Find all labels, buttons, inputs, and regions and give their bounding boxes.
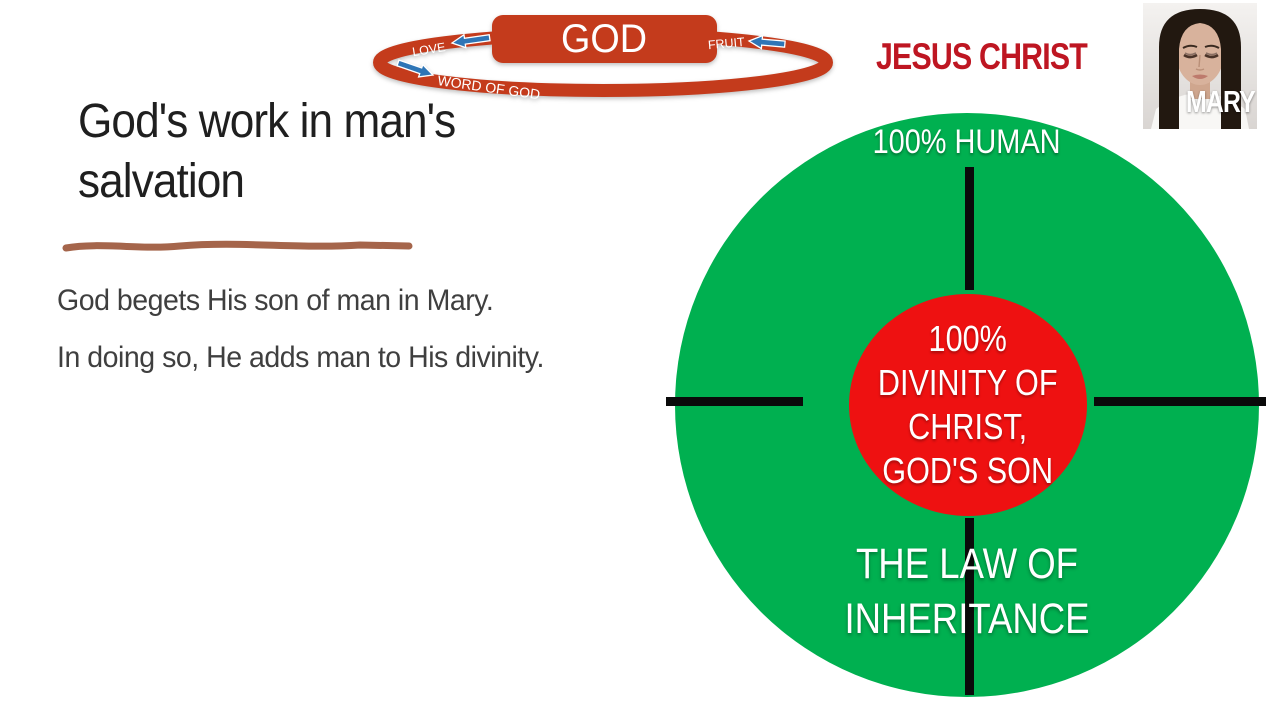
love-arrow-icon [450,33,491,49]
cross-line-top [965,167,974,290]
human-label: 100% HUMAN [675,123,1259,162]
god-box [492,15,717,63]
divinity-line-2: DIVINITY OF [878,362,1058,403]
law-of-inheritance-label: THE LAW OF INHERITANCE [675,537,1259,647]
human-label-text: 100% HUMAN [873,123,1061,161]
divinity-ellipse: 100% DIVINITY OF CHRIST, GOD'S SON [849,294,1087,516]
body-line-1: God begets His son of man in Mary. [57,284,494,317]
mary-photo [1143,3,1257,129]
divinity-line-3: CHRIST, [908,406,1028,447]
god-cycle-diagram: GOD LOVE WORD OF GOD FRUIT [373,15,833,101]
god-box-label: GOD [561,17,647,61]
cross-line-left [666,397,803,406]
fruit-arrow-icon [747,34,786,50]
cross-line-bottom [965,518,974,695]
body-line-2: In doing so, He adds man to His divinity… [57,341,544,374]
divinity-text: 100% DIVINITY OF CHRIST, GOD'S SON [878,317,1058,493]
fruit-label: FRUIT [707,35,745,52]
title-line-1: God's work in man's [78,95,456,148]
divinity-line-1: 100% [928,318,1008,359]
divinity-line-4: GOD'S SON [882,450,1054,491]
title-line-2: salvation [78,155,245,208]
title-underline [62,240,413,252]
word-of-god-arrow-icon [396,59,435,78]
body-text: God begets His son of man in Mary. In do… [57,272,570,386]
jesus-christ-label: JESUS CHRIST [876,36,1088,77]
cross-line-right [1094,397,1266,406]
mary-label: MARY [1186,84,1256,119]
love-label: LOVE [411,40,446,59]
law-line-2: INHERITANCE [844,595,1090,643]
law-line-1: THE LAW OF [855,540,1079,588]
page-title: God's work in man's salvation [78,92,488,212]
